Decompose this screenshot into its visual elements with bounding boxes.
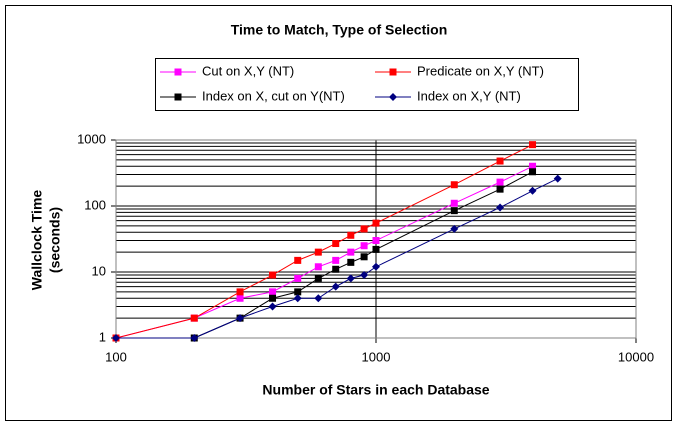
data-point [332, 256, 340, 264]
data-point [331, 282, 340, 291]
x-tick-label: 10000 [618, 349, 654, 364]
data-point [450, 207, 458, 215]
plot-border [115, 139, 637, 339]
data-point [372, 219, 380, 227]
chart-title: Time to Match, Type of Selection [231, 22, 448, 38]
series-line [194, 171, 533, 339]
data-point [190, 334, 199, 342]
data-point [496, 178, 504, 186]
data-point [360, 271, 369, 280]
y-tick-label: 1 [99, 329, 106, 344]
data-point [347, 248, 355, 256]
legend-marker [389, 68, 397, 76]
data-point [314, 263, 322, 271]
data-point [332, 240, 340, 248]
data-point [294, 288, 302, 296]
series-line [116, 178, 558, 339]
data-point [347, 258, 355, 266]
data-point [529, 168, 537, 176]
data-point [496, 157, 504, 165]
y-axis-label: (seconds) [47, 207, 63, 273]
data-point [372, 245, 380, 253]
legend-label: Predicate on X,Y (NT) [417, 63, 544, 78]
data-point [450, 224, 459, 233]
data-point [269, 288, 277, 296]
x-tick-label: 1000 [362, 349, 391, 364]
legend-label: Cut on X,Y (NT) [202, 63, 294, 78]
data-point [450, 199, 458, 207]
data-point [372, 237, 380, 245]
data-point [360, 253, 368, 261]
legend-label: Index on X,Y (NT) [417, 88, 521, 103]
data-point [529, 162, 537, 170]
y-tick-label: 1000 [77, 131, 106, 146]
data-point [360, 225, 368, 233]
data-point [236, 288, 244, 296]
data-point [314, 248, 322, 256]
data-point [294, 256, 302, 264]
data-point [190, 314, 198, 322]
y-tick-label: 100 [84, 197, 106, 212]
x-axis-label: Number of Stars in each Database [262, 382, 489, 398]
data-point [332, 265, 340, 273]
x-tick-label: 100 [105, 349, 127, 364]
data-point [496, 185, 504, 193]
data-point [112, 334, 120, 342]
data-point [347, 231, 355, 239]
data-point [314, 274, 322, 282]
data-point [314, 294, 323, 303]
legend-marker [389, 93, 397, 101]
data-point [346, 274, 355, 283]
legend-label: Index on X, cut on Y(NT) [202, 88, 345, 103]
data-point [528, 186, 537, 195]
legend-box [155, 58, 579, 111]
data-point [360, 242, 368, 250]
data-point [269, 294, 277, 302]
data-point [293, 294, 302, 303]
data-point [268, 302, 277, 311]
data-point [236, 314, 245, 323]
data-point [553, 174, 562, 183]
y-axis-label: Wallclock Time [29, 190, 45, 291]
data-point [450, 181, 458, 189]
data-point [236, 294, 244, 302]
data-point [372, 262, 380, 271]
y-tick-label: 10 [92, 263, 106, 278]
data-point [269, 271, 277, 279]
legend-marker [174, 68, 182, 76]
data-point [294, 274, 302, 282]
data-point [529, 141, 537, 149]
data-point [496, 203, 505, 212]
legend-marker [174, 93, 182, 101]
